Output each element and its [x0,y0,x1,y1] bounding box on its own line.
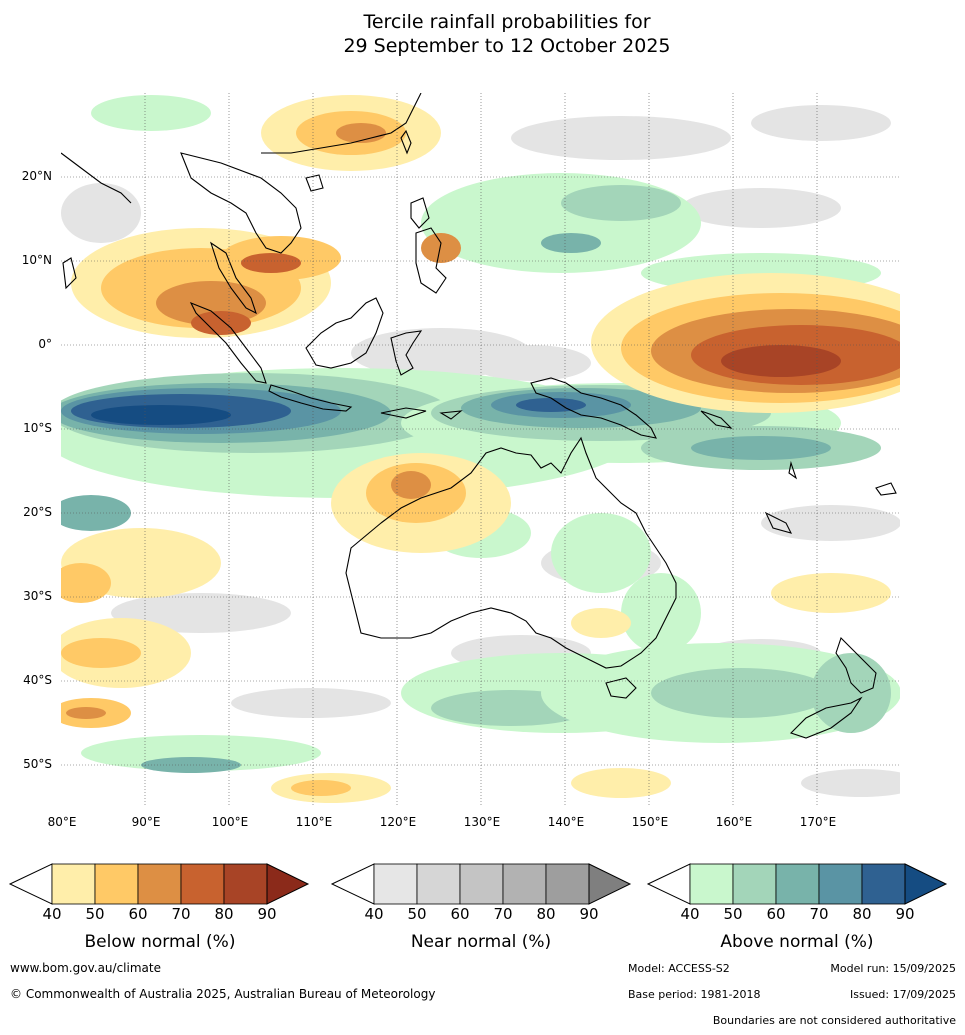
above-tick-40: 40 [680,905,700,923]
lat-label-0: 0° [38,337,52,351]
lat-label-30s: 30°S [23,589,52,603]
above-swatch-2 [775,863,820,905]
near-swatch-1 [416,863,461,905]
below-extend-low [8,863,53,905]
lon-label-100e: 100°E [211,815,249,829]
below-tick-90: 90 [257,905,277,923]
below-tick-40: 40 [42,905,62,923]
boundaries-disclaimer: Boundaries are not considered authoritat… [712,1014,956,1027]
below-tick-70: 70 [171,905,191,923]
lon-label-120e: 120°E [379,815,417,829]
bom-url-link[interactable]: www.bom.gov.au/climate [10,961,161,975]
near-extend-high [588,863,632,905]
lat-label-40s: 40°S [23,673,52,687]
lat-label-50s: 50°S [23,757,52,771]
below-swatch-4 [223,863,268,905]
colorbar-above-normal [646,863,948,905]
lon-label-110e: 110°E [295,815,333,829]
near-tick-90: 90 [579,905,599,923]
lon-label-160e: 160°E [715,815,753,829]
above-swatch-0 [689,863,734,905]
title-line-1: Tercile rainfall probabilities for [363,11,651,33]
lon-label-170e: 170°E [799,815,837,829]
above-extend-high [904,863,948,905]
lon-label-80e: 80°E [47,815,77,829]
below-swatch-1 [94,863,139,905]
above-tick-60: 60 [766,905,786,923]
issued-date: Issued: 17/09/2025 [849,988,956,1001]
near-normal-title: Near normal (%) [410,932,552,952]
base-period: Base period: 1981-2018 [628,988,761,1001]
below-tick-80: 80 [214,905,234,923]
lat-label-10s: 10°S [23,421,52,435]
near-tick-80: 80 [536,905,556,923]
colorbar-near-normal [330,863,632,905]
above-swatch-1 [732,863,777,905]
near-swatch-0 [373,863,418,905]
near-tick-50: 50 [407,905,427,923]
near-tick-60: 60 [450,905,470,923]
above-tick-90: 90 [895,905,915,923]
colorbar-below-normal [8,863,310,905]
graticule [61,93,900,806]
above-tick-80: 80 [852,905,872,923]
below-tick-60: 60 [128,905,148,923]
near-swatch-4 [545,863,590,905]
model-name: Model: ACCESS-S2 [628,962,730,975]
below-extend-high [266,863,310,905]
below-tick-50: 50 [85,905,105,923]
lat-label-20n: 20°N [21,169,52,183]
model-run-date: Model run: 15/09/2025 [830,962,956,975]
near-tick-40: 40 [364,905,384,923]
lat-label-20s: 20°S [23,505,52,519]
near-tick-70: 70 [493,905,513,923]
copyright-text: © Commonwealth of Australia 2025, Austra… [10,987,436,1001]
lon-label-150e: 150°E [631,815,669,829]
below-normal-patches [61,95,900,803]
below-swatch-2 [137,863,182,905]
lon-label-140e: 140°E [547,815,585,829]
above-extend-low [646,863,691,905]
lat-label-10n: 10°N [21,253,52,267]
title-line-2: 29 September to 12 October 2025 [343,35,671,57]
above-swatch-4 [861,863,906,905]
lon-label-90e: 90°E [131,815,161,829]
above-tick-70: 70 [809,905,829,923]
map-title: Tercile rainfall probabilities for 29 Se… [0,10,965,58]
above-normal-patches [61,95,900,773]
below-swatch-0 [51,863,96,905]
forecast-map [61,93,900,806]
below-swatch-3 [180,863,225,905]
lon-label-130e: 130°E [463,815,501,829]
below-normal-title: Below normal (%) [84,932,236,952]
near-swatch-2 [459,863,504,905]
above-swatch-3 [818,863,863,905]
near-swatch-3 [502,863,547,905]
near-extend-low [330,863,375,905]
above-tick-50: 50 [723,905,743,923]
above-normal-title: Above normal (%) [720,932,874,952]
forecast-map-svg [61,93,900,806]
coastlines [61,93,897,739]
